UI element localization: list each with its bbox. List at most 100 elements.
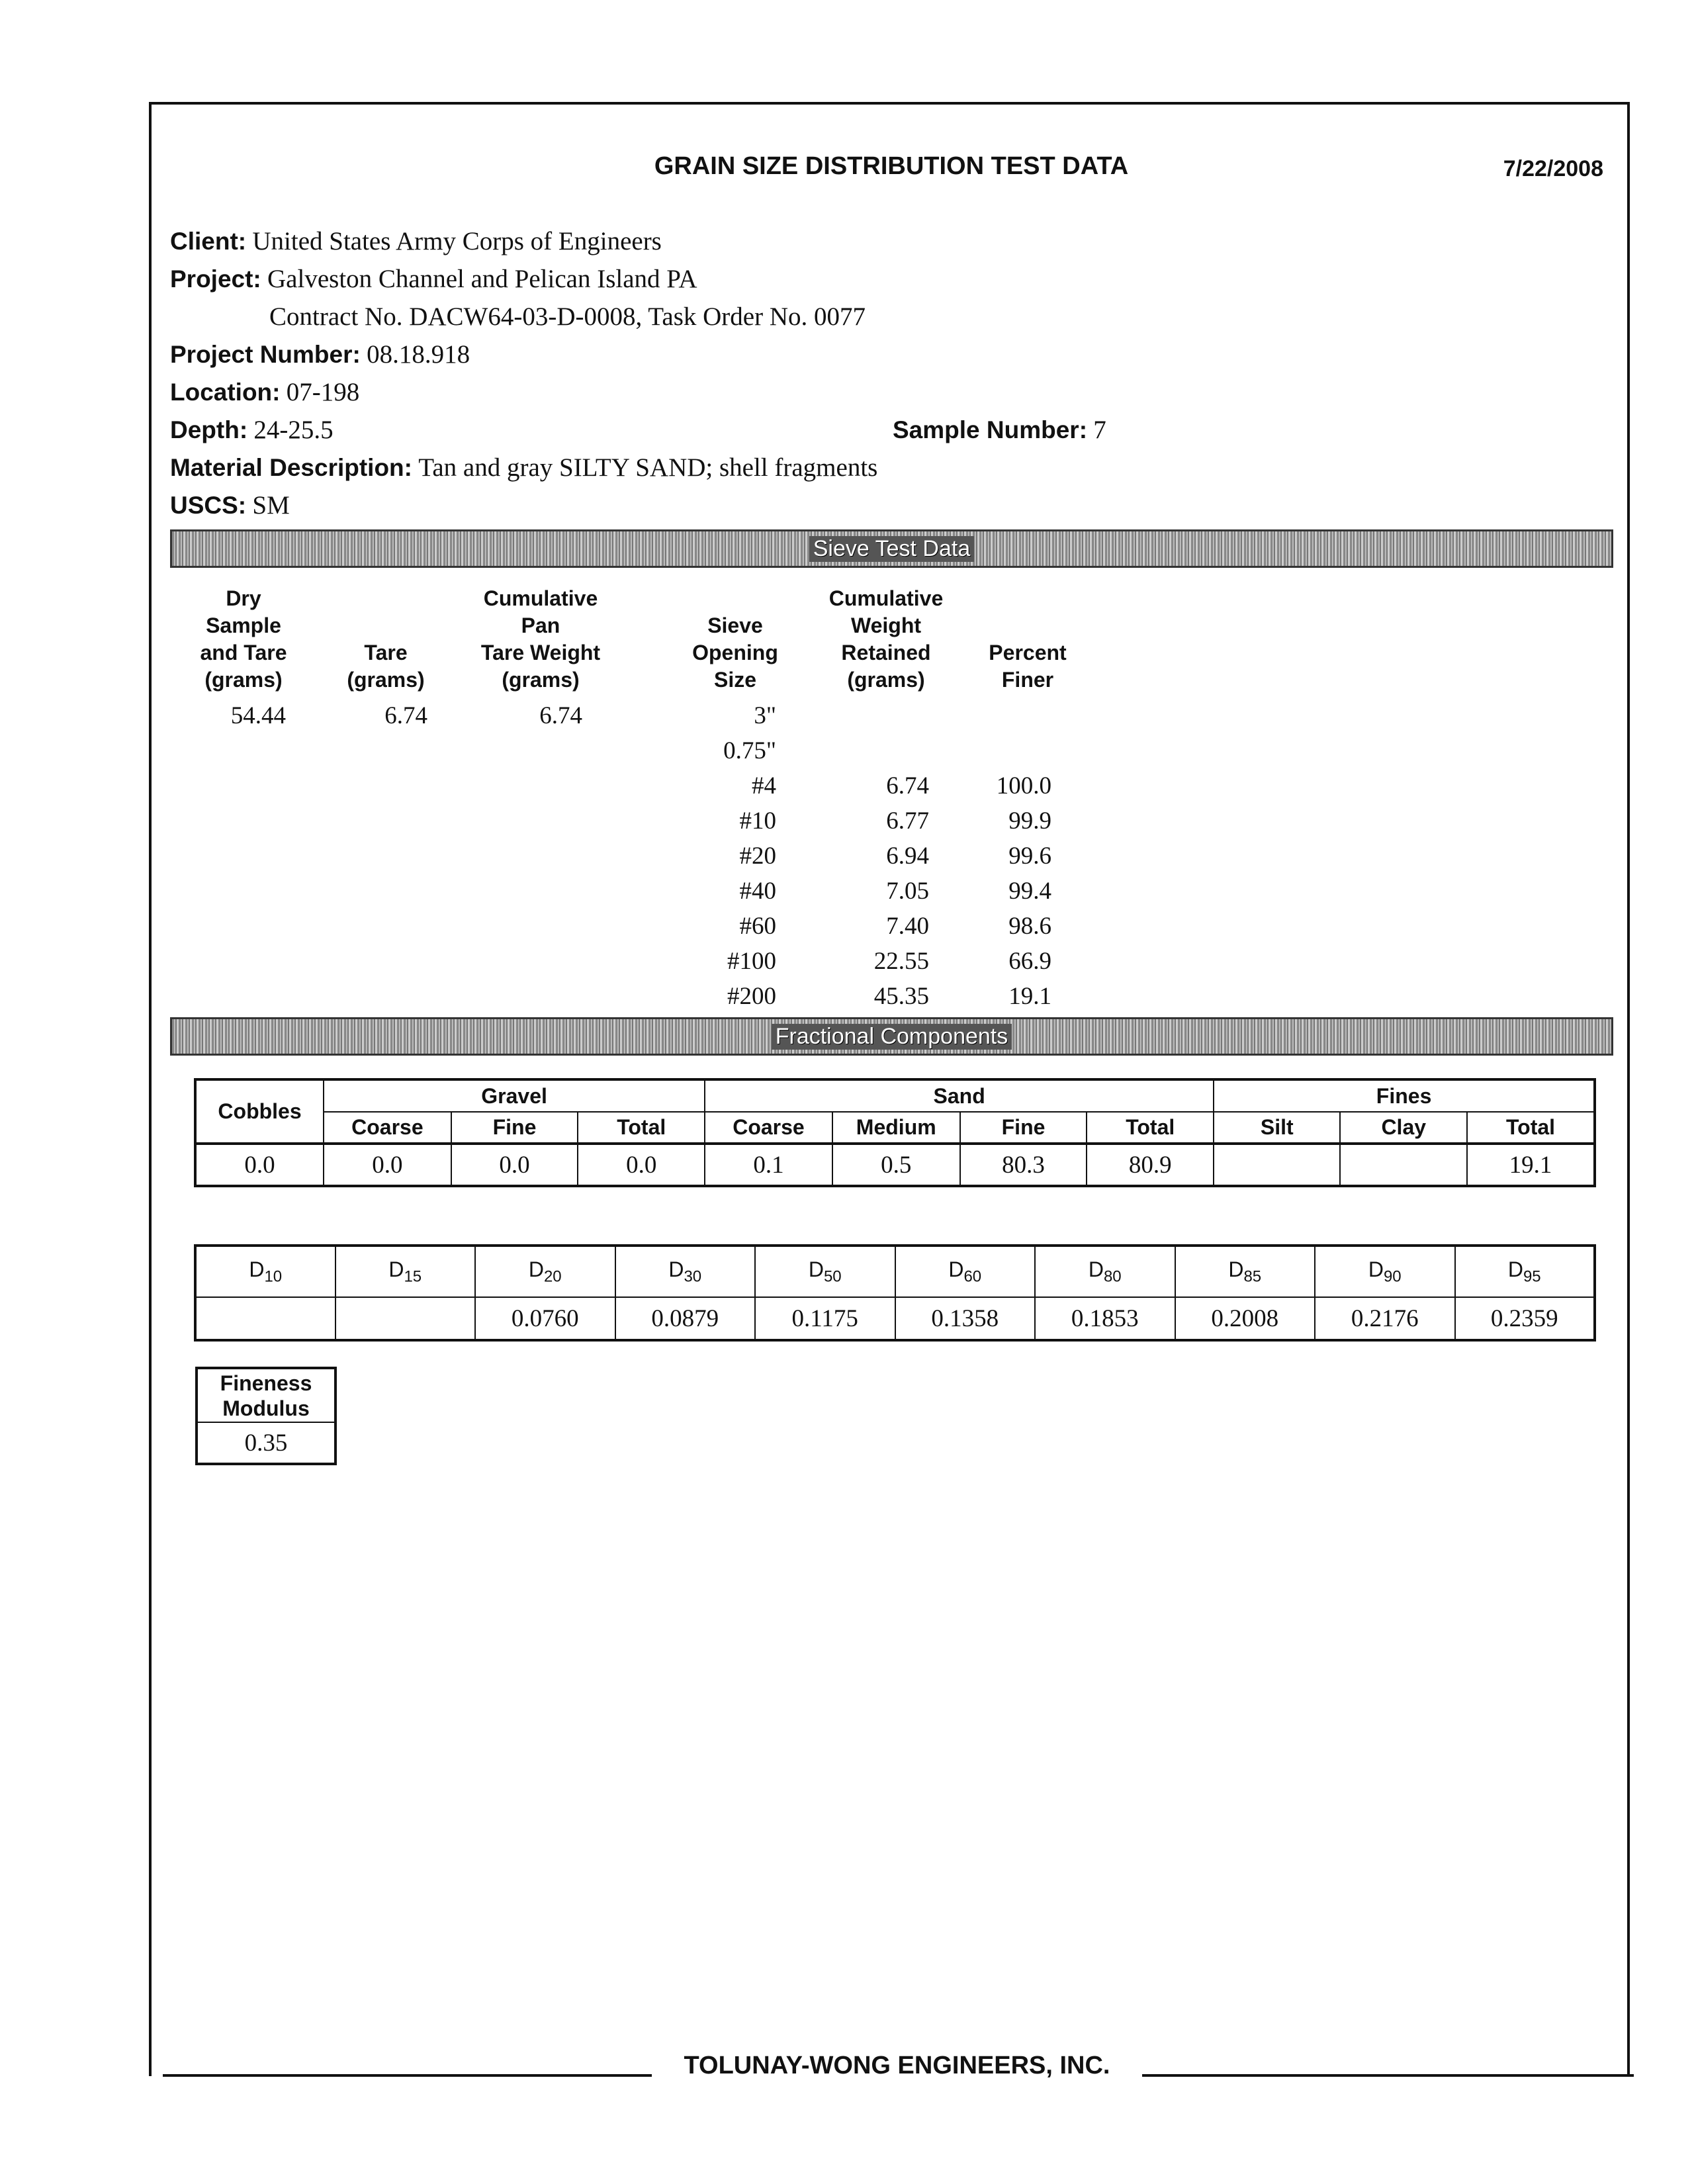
location-line: Location: 07-198 xyxy=(170,377,359,407)
d-prefix: D xyxy=(808,1257,824,1281)
footer-rule-left xyxy=(163,2074,652,2077)
d30-value: 0.0879 xyxy=(614,1297,756,1341)
page-frame xyxy=(149,102,1630,2076)
cumulative-retained: 7.40 xyxy=(886,913,929,940)
fraction-subheader-clay: Clay xyxy=(1339,1111,1468,1144)
project-value: Galveston Channel and Pelican Island PA xyxy=(267,265,697,293)
d85-value: 0.2008 xyxy=(1174,1297,1315,1341)
contract-line: Contract No. DACW64-03-D-0008, Task Orde… xyxy=(269,302,866,332)
d-subscript: 10 xyxy=(264,1267,283,1286)
d85-header: D85 xyxy=(1174,1245,1315,1298)
d50-value: 0.1175 xyxy=(754,1297,896,1341)
uscs-label: USCS: xyxy=(170,492,247,519)
d10-value xyxy=(195,1297,336,1341)
fractional-section-title: Fractional Components xyxy=(771,1023,1012,1050)
depth-line: Depth: 24-25.5 xyxy=(170,415,334,445)
client-value: United States Army Corps of Engineers xyxy=(252,227,662,255)
fraction-value: 0.1 xyxy=(704,1143,833,1187)
percent-finer: 99.6 xyxy=(1008,842,1051,870)
fraction-subheader-silt: Silt xyxy=(1213,1111,1341,1144)
d-prefix: D xyxy=(1368,1257,1384,1281)
sieve-size-header: Sieve Opening Size xyxy=(692,614,778,692)
sand-header: Sand xyxy=(704,1079,1215,1113)
cumulative-retained: 6.77 xyxy=(886,807,929,835)
sieve-size: #40 xyxy=(739,878,777,905)
d-values-table: D10 D15 D20 D30 D50 D60 D80 D85 D90 D95 0.0760 0.0… xyxy=(194,1244,1596,1342)
uscs-line: USCS: SM xyxy=(170,490,290,520)
d15-value xyxy=(334,1297,476,1341)
fines-header: Fines xyxy=(1213,1079,1595,1113)
percent-finer: 66.9 xyxy=(1008,948,1051,975)
percent-finer: 19.1 xyxy=(1008,983,1051,1010)
d-subscript: 30 xyxy=(684,1267,702,1286)
percent-finer: 98.6 xyxy=(1008,913,1051,940)
d-prefix: D xyxy=(528,1257,544,1281)
d60-header: D60 xyxy=(894,1245,1036,1298)
d-subscript: 15 xyxy=(404,1267,422,1286)
d95-header: D95 xyxy=(1454,1245,1595,1298)
fraction-value xyxy=(1213,1143,1341,1187)
fraction-value: 0.5 xyxy=(831,1143,961,1187)
d-subscript: 50 xyxy=(823,1267,842,1286)
d-prefix: D xyxy=(1088,1257,1104,1281)
d-subscript: 20 xyxy=(543,1267,562,1286)
cumulative-retained: 6.74 xyxy=(886,772,929,799)
material-label: Material Description: xyxy=(170,454,412,481)
cumulative-retained: 6.94 xyxy=(886,842,929,870)
d80-header: D80 xyxy=(1034,1245,1176,1298)
fraction-subheader-fine: Fine xyxy=(450,1111,579,1144)
d90-value: 0.2176 xyxy=(1314,1297,1456,1341)
report-date: 7/22/2008 xyxy=(1503,156,1603,181)
fraction-value xyxy=(1339,1143,1468,1187)
fraction-value: 0.0 xyxy=(323,1143,452,1187)
d30-header: D30 xyxy=(614,1245,756,1298)
sieve-size: #20 xyxy=(739,842,777,870)
d80-value: 0.1853 xyxy=(1034,1297,1176,1341)
dry-sample-header: Dry Sample and Tare (grams) xyxy=(200,586,287,692)
d90-header: D90 xyxy=(1314,1245,1456,1298)
fraction-value: 0.0 xyxy=(194,1143,325,1187)
contract-value: Contract No. DACW64-03-D-0008, Task Orde… xyxy=(269,302,866,331)
fineness-modulus-table: Fineness Modulus 0.35 xyxy=(195,1367,337,1465)
d-prefix: D xyxy=(948,1257,964,1281)
fraction-value: 0.0 xyxy=(450,1143,579,1187)
footer-company: TOLUNAY-WONG ENGINEERS, INC. xyxy=(684,2052,1110,2079)
sample-number-line: Sample Number: 7 xyxy=(893,415,1106,445)
sieve-size: 0.75" xyxy=(723,737,776,764)
page-title: GRAIN SIZE DISTRIBUTION TEST DATA xyxy=(654,152,1129,180)
pan-tare-value: 6.74 xyxy=(539,702,582,729)
fraction-subheader-total: Total xyxy=(577,1111,706,1144)
sieve-size: #10 xyxy=(739,807,777,835)
client-label: Client: xyxy=(170,228,247,255)
d-subscript: 80 xyxy=(1103,1267,1122,1286)
cobbles-header: Cobbles xyxy=(194,1079,325,1144)
percent-finer: 99.4 xyxy=(1008,878,1051,905)
project-line: Project: Galveston Channel and Pelican I… xyxy=(170,264,697,294)
dry-sample-value: 54.44 xyxy=(230,702,286,729)
tare-header: Tare (grams) xyxy=(347,641,425,692)
d-subscript: 60 xyxy=(963,1267,982,1286)
sample-number-value: 7 xyxy=(1093,416,1106,444)
fractional-section-bar: Fractional Components xyxy=(170,1017,1613,1056)
d-prefix: D xyxy=(249,1257,265,1281)
project-label: Project: xyxy=(170,265,261,293)
cumulative-retained: 7.05 xyxy=(886,878,929,905)
d-prefix: D xyxy=(388,1257,404,1281)
sieve-section-bar: Sieve Test Data xyxy=(170,529,1613,568)
sieve-size: #4 xyxy=(752,772,776,799)
gravel-header: Gravel xyxy=(323,1079,706,1113)
d15-header: D15 xyxy=(334,1245,476,1298)
sample-number-label: Sample Number: xyxy=(893,416,1088,443)
material-value: Tan and gray SILTY SAND; shell fragments xyxy=(418,453,878,482)
percent-finer-header: Percent Finer xyxy=(989,641,1067,692)
d20-header: D20 xyxy=(474,1245,616,1298)
project-number-value: 08.18.918 xyxy=(367,340,470,369)
fraction-subheader-medium: Medium xyxy=(831,1111,961,1144)
d-subscript: 90 xyxy=(1383,1267,1402,1286)
d-prefix: D xyxy=(1507,1257,1523,1281)
d10-header: D10 xyxy=(195,1245,336,1298)
client-line: Client: United States Army Corps of Engi… xyxy=(170,226,662,256)
fraction-value: 0.0 xyxy=(577,1143,706,1187)
d20-value: 0.0760 xyxy=(474,1297,616,1341)
d-subscript: 95 xyxy=(1523,1267,1541,1286)
